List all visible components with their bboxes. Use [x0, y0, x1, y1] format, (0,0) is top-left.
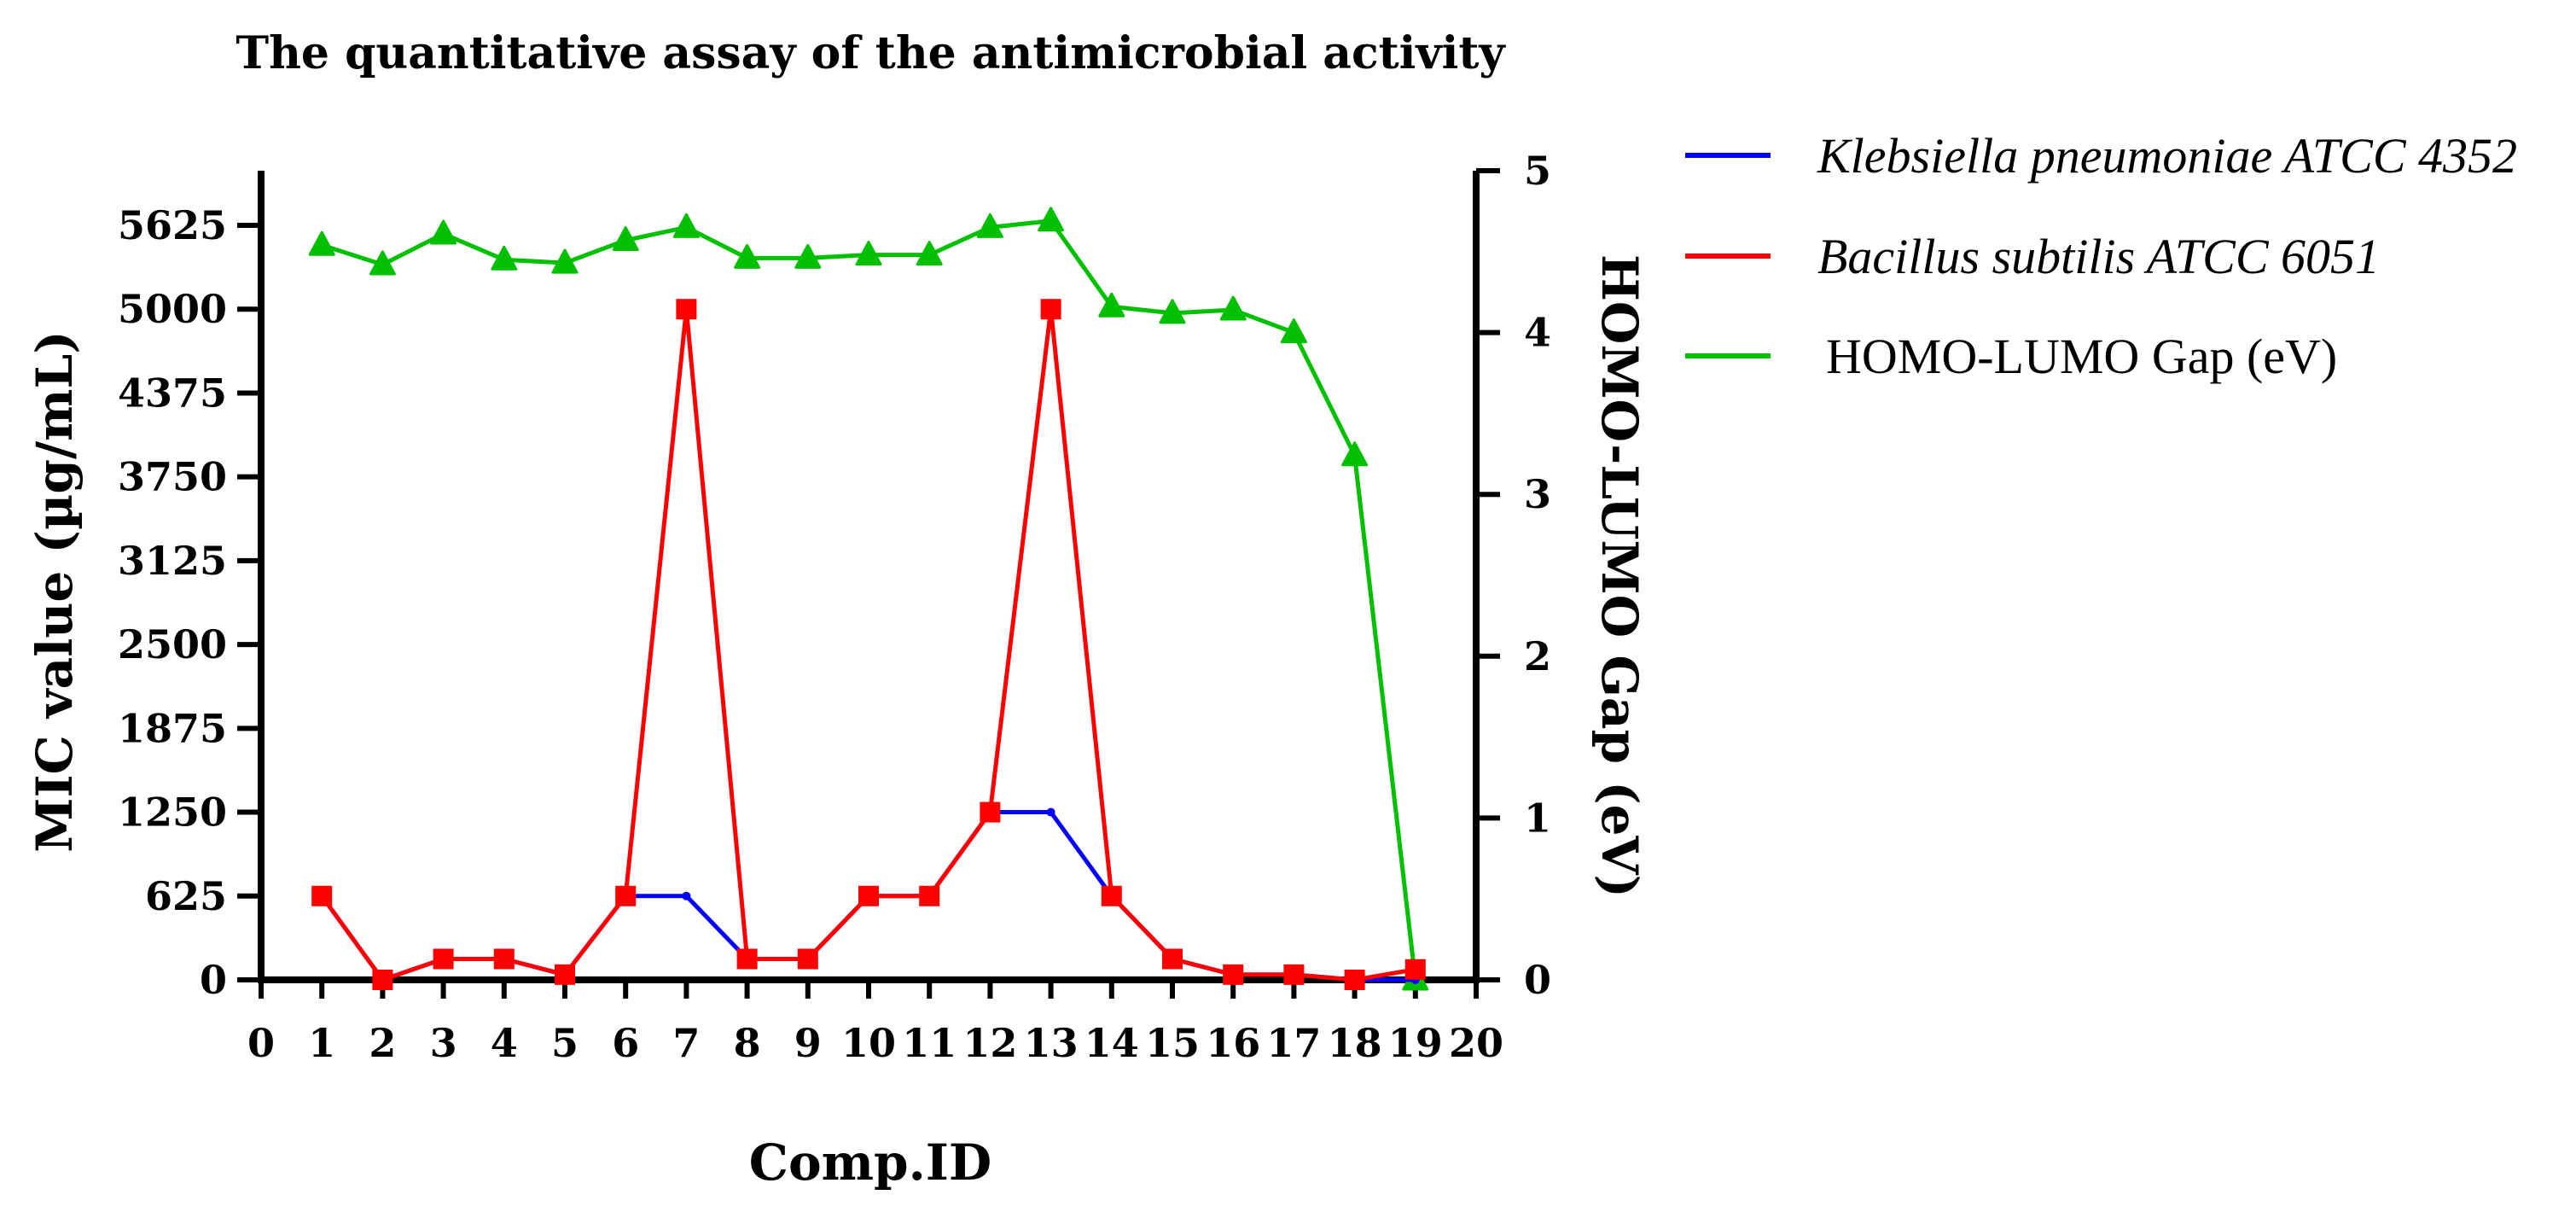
y-tick-label-right: 3	[1524, 471, 1551, 517]
x-tick-label: 20	[1449, 1020, 1503, 1066]
x-tick-label: 1	[308, 1020, 335, 1066]
y-tick-label-left: 3750	[118, 454, 227, 500]
y-tick-label-right: 5	[1524, 148, 1551, 194]
y-tick-label-left: 625	[145, 873, 227, 919]
data-point-square	[1223, 964, 1244, 985]
y-tick-label-left: 0	[200, 957, 227, 1003]
legend: Klebsiella pneumoniae ATCC 4352 Bacillus …	[1685, 128, 2517, 384]
y-tick-label-left: 1250	[118, 790, 227, 836]
axes-group: 0 1 2 3 4 5 6 7 8 9 10 11 12 13 14 15 16 17 18 19 2006251250…	[118, 148, 1551, 1066]
series-line-bacillus-subtilis-atcc-6051	[320, 306, 1416, 982]
data-point-triangle	[369, 250, 396, 276]
y-tick-label-right: 1	[1524, 795, 1551, 841]
data-point-triangle	[1341, 441, 1369, 467]
x-tick-label: 0	[247, 1020, 275, 1066]
series-bacillus-subtilis-atcc-6051	[311, 299, 1426, 990]
data-point-triangle	[855, 241, 882, 266]
y-tick-label-left: 5000	[118, 286, 227, 332]
data-point-square	[980, 801, 1001, 823]
x-tick-label: 11	[902, 1020, 957, 1066]
data-point-square	[372, 970, 393, 990]
data-point-square	[1404, 959, 1426, 980]
data-point-square	[1162, 948, 1183, 970]
data-point-square	[1101, 885, 1122, 906]
x-tick-label: 2	[369, 1020, 396, 1066]
y-tick-label-left: 1875	[118, 705, 227, 751]
data-point-triangle	[1280, 318, 1307, 344]
data-point-square	[797, 948, 818, 970]
y-axis-label-left: MIC value (µg/mL)	[26, 330, 84, 853]
data-point-triangle	[491, 245, 518, 271]
data-point-square	[736, 948, 758, 970]
data-point-triangle	[551, 248, 579, 274]
data-point-triangle	[612, 226, 639, 252]
y-tick-label-left: 2500	[118, 621, 227, 667]
x-tick-label: 19	[1388, 1020, 1443, 1066]
y-axis-label-right: HOMO-LUMO Gap (eV)	[1590, 254, 1649, 898]
data-point-triangle	[1098, 292, 1125, 318]
data-point-triangle	[308, 230, 335, 256]
data-point-triangle	[672, 213, 700, 238]
x-tick-label: 14	[1084, 1020, 1139, 1066]
series-line-homo-lumo-gap-ev	[321, 219, 1418, 981]
data-point-triangle	[1159, 299, 1186, 324]
x-tick-label: 6	[612, 1020, 639, 1066]
data-point-triangle	[1219, 295, 1247, 321]
data-point-triangle	[794, 243, 822, 269]
series-homo-lumo-gap-ev	[308, 207, 1429, 991]
x-tick-label: 13	[1024, 1020, 1079, 1066]
data-point-square	[615, 885, 637, 906]
data-point-square	[919, 885, 940, 906]
data-point-dot	[1046, 807, 1055, 817]
data-point-triangle	[1038, 207, 1065, 232]
x-tick-label: 18	[1328, 1020, 1382, 1066]
data-point-square	[311, 885, 333, 906]
y-tick-label-right: 4	[1524, 310, 1551, 356]
x-tick-label: 9	[794, 1020, 822, 1066]
data-point-square	[858, 885, 879, 906]
y-tick-label-right: 2	[1524, 633, 1551, 679]
data-point-triangle	[976, 213, 1003, 238]
y-tick-label-left: 4375	[118, 370, 227, 416]
legend-label-bacillus-subtilis-atcc-6051: Bacillus subtilis ATCC 6051	[1817, 229, 2380, 284]
x-tick-label: 17	[1266, 1020, 1321, 1066]
legend-label-klebsiella-pneumoniae-atcc-4352: Klebsiella pneumoniae ATCC 4352	[1817, 128, 2517, 184]
x-tick-label: 12	[962, 1020, 1017, 1066]
data-point-triangle	[430, 219, 457, 245]
data-point-square	[493, 948, 515, 970]
data-point-triangle	[916, 241, 943, 266]
data-point-square	[433, 948, 454, 970]
x-tick-label: 4	[491, 1020, 518, 1066]
series-layer	[308, 207, 1429, 991]
x-tick-label: 7	[672, 1020, 700, 1066]
data-point-dot	[682, 891, 691, 900]
data-point-square	[676, 299, 697, 320]
x-axis-label: Comp.ID	[749, 1133, 991, 1192]
x-tick-label: 3	[430, 1020, 457, 1066]
data-point-square	[1040, 299, 1061, 320]
x-tick-label: 15	[1145, 1020, 1200, 1066]
y-tick-label-left: 3125	[118, 538, 227, 584]
y-tick-label-left: 5625	[118, 202, 227, 248]
data-point-square	[1344, 970, 1365, 990]
x-tick-label: 5	[551, 1020, 579, 1066]
x-tick-label: 10	[841, 1020, 896, 1066]
data-point-square	[555, 964, 575, 985]
legend-label-homo-lumo-gap-ev: HOMO-LUMO Gap (eV)	[1826, 329, 2337, 384]
data-point-triangle	[734, 243, 761, 269]
chart-title: The quantitative assay of the antimicrob…	[236, 27, 1506, 79]
y-tick-label-right: 0	[1524, 957, 1551, 1003]
x-tick-label: 16	[1206, 1020, 1260, 1066]
x-tick-label: 8	[734, 1020, 761, 1066]
data-point-square	[1283, 964, 1305, 985]
